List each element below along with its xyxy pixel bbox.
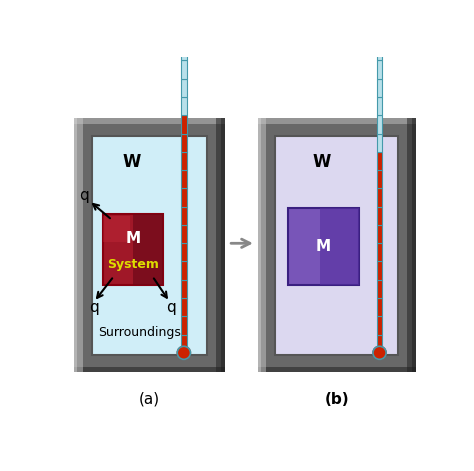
- Bar: [377, 225, 383, 243]
- Bar: [181, 115, 187, 133]
- Text: Surroundings: Surroundings: [99, 326, 182, 339]
- Bar: [377, 115, 383, 133]
- Bar: [74, 118, 225, 372]
- Bar: [377, 152, 383, 170]
- Bar: [181, 60, 187, 79]
- Text: q: q: [89, 300, 99, 315]
- Bar: [275, 136, 398, 355]
- Bar: [74, 367, 225, 372]
- Text: (a): (a): [139, 392, 160, 407]
- Bar: [377, 207, 383, 225]
- Bar: [181, 170, 187, 188]
- Bar: [258, 118, 416, 124]
- Bar: [181, 42, 187, 60]
- Bar: [181, 152, 187, 170]
- Bar: [181, 24, 187, 42]
- Bar: [133, 214, 163, 284]
- Bar: [181, 133, 187, 152]
- Bar: [91, 136, 207, 355]
- Text: W: W: [123, 153, 141, 171]
- Bar: [258, 367, 416, 372]
- Bar: [377, 42, 383, 60]
- Bar: [288, 208, 359, 284]
- Text: q: q: [79, 188, 89, 203]
- Bar: [74, 118, 225, 124]
- Bar: [181, 207, 187, 225]
- Bar: [221, 118, 225, 372]
- Bar: [181, 225, 187, 243]
- Bar: [258, 118, 416, 372]
- Bar: [377, 316, 383, 334]
- Bar: [103, 216, 130, 243]
- Text: q: q: [166, 300, 176, 315]
- Text: W: W: [313, 153, 331, 171]
- Bar: [377, 170, 383, 188]
- Bar: [181, 79, 187, 97]
- Bar: [181, 188, 187, 207]
- Text: M: M: [126, 231, 141, 246]
- Bar: [407, 118, 416, 372]
- Bar: [74, 118, 83, 372]
- Bar: [377, 97, 383, 115]
- Bar: [319, 208, 359, 284]
- Text: System: System: [107, 259, 159, 271]
- Bar: [181, 280, 187, 298]
- Bar: [181, 243, 187, 261]
- Bar: [181, 261, 187, 280]
- Bar: [377, 60, 383, 79]
- Circle shape: [377, 21, 383, 27]
- Bar: [377, 24, 383, 42]
- Bar: [216, 118, 225, 372]
- Bar: [377, 261, 383, 280]
- Text: M: M: [316, 239, 331, 254]
- Bar: [258, 118, 266, 372]
- Bar: [377, 298, 383, 316]
- Bar: [74, 118, 77, 372]
- Circle shape: [177, 346, 191, 359]
- Bar: [181, 334, 187, 353]
- Bar: [377, 79, 383, 97]
- Bar: [377, 243, 383, 261]
- Bar: [181, 97, 187, 115]
- Text: (b): (b): [324, 392, 349, 407]
- Bar: [377, 188, 383, 207]
- Bar: [181, 316, 187, 334]
- Bar: [103, 214, 163, 284]
- Bar: [258, 118, 261, 372]
- Bar: [377, 334, 383, 353]
- Circle shape: [373, 346, 386, 359]
- Circle shape: [181, 21, 187, 27]
- Bar: [377, 133, 383, 152]
- Bar: [181, 298, 187, 316]
- Bar: [412, 118, 416, 372]
- Bar: [377, 280, 383, 298]
